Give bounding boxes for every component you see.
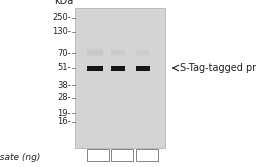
Bar [111,50,125,51]
Bar [87,67,103,68]
Bar [111,66,125,67]
Bar [136,68,150,69]
Bar [136,54,150,55]
Bar [111,69,125,70]
Bar [111,68,125,69]
Text: 51-: 51- [58,63,71,72]
Text: 100: 100 [113,150,131,159]
Bar [111,49,125,50]
Bar [87,69,103,70]
Bar [87,54,103,55]
Text: kDa: kDa [54,0,73,6]
Bar [87,51,103,52]
Bar [136,65,150,66]
Bar [111,51,125,52]
Text: 16-: 16- [57,118,71,126]
Text: S-Tag-tagged protein: S-Tag-tagged protein [180,63,256,73]
Text: 19-: 19- [58,109,71,118]
Bar [136,149,158,161]
Bar [87,68,103,69]
Bar [87,53,103,54]
Bar [87,68,103,69]
Bar [87,67,103,68]
Bar [87,149,109,161]
Bar [136,68,150,69]
Bar [136,51,150,52]
Bar [136,55,150,56]
Bar [111,149,133,161]
Bar [136,52,150,53]
Bar [111,68,125,69]
Bar [111,67,125,68]
Bar [111,69,125,70]
Bar [87,50,103,51]
Text: E. coli lysate (ng): E. coli lysate (ng) [0,153,40,162]
Bar [87,49,103,50]
Text: 250-: 250- [52,14,71,23]
Bar [136,66,150,67]
Bar [136,53,150,54]
Bar [136,67,150,68]
Text: 130-: 130- [52,28,71,37]
Bar [111,70,125,71]
Text: 70-: 70- [57,48,71,57]
Bar [111,54,125,55]
Bar [87,69,103,70]
Bar [111,67,125,68]
Bar [111,55,125,56]
Text: 50: 50 [141,150,153,159]
Text: 38-: 38- [57,80,71,90]
Bar [136,67,150,68]
Bar [111,66,125,67]
Text: 200: 200 [89,150,106,159]
Bar [75,8,165,148]
Bar [111,52,125,53]
Bar [87,55,103,56]
Bar [87,66,103,67]
Bar [87,66,103,67]
Bar [136,69,150,70]
Bar [136,50,150,51]
Bar [87,52,103,53]
Bar [136,69,150,70]
Bar [136,66,150,67]
Bar [136,70,150,71]
Text: 28-: 28- [57,94,71,103]
Bar [87,70,103,71]
Bar [87,65,103,66]
Bar [136,49,150,50]
Bar [111,65,125,66]
Bar [111,53,125,54]
